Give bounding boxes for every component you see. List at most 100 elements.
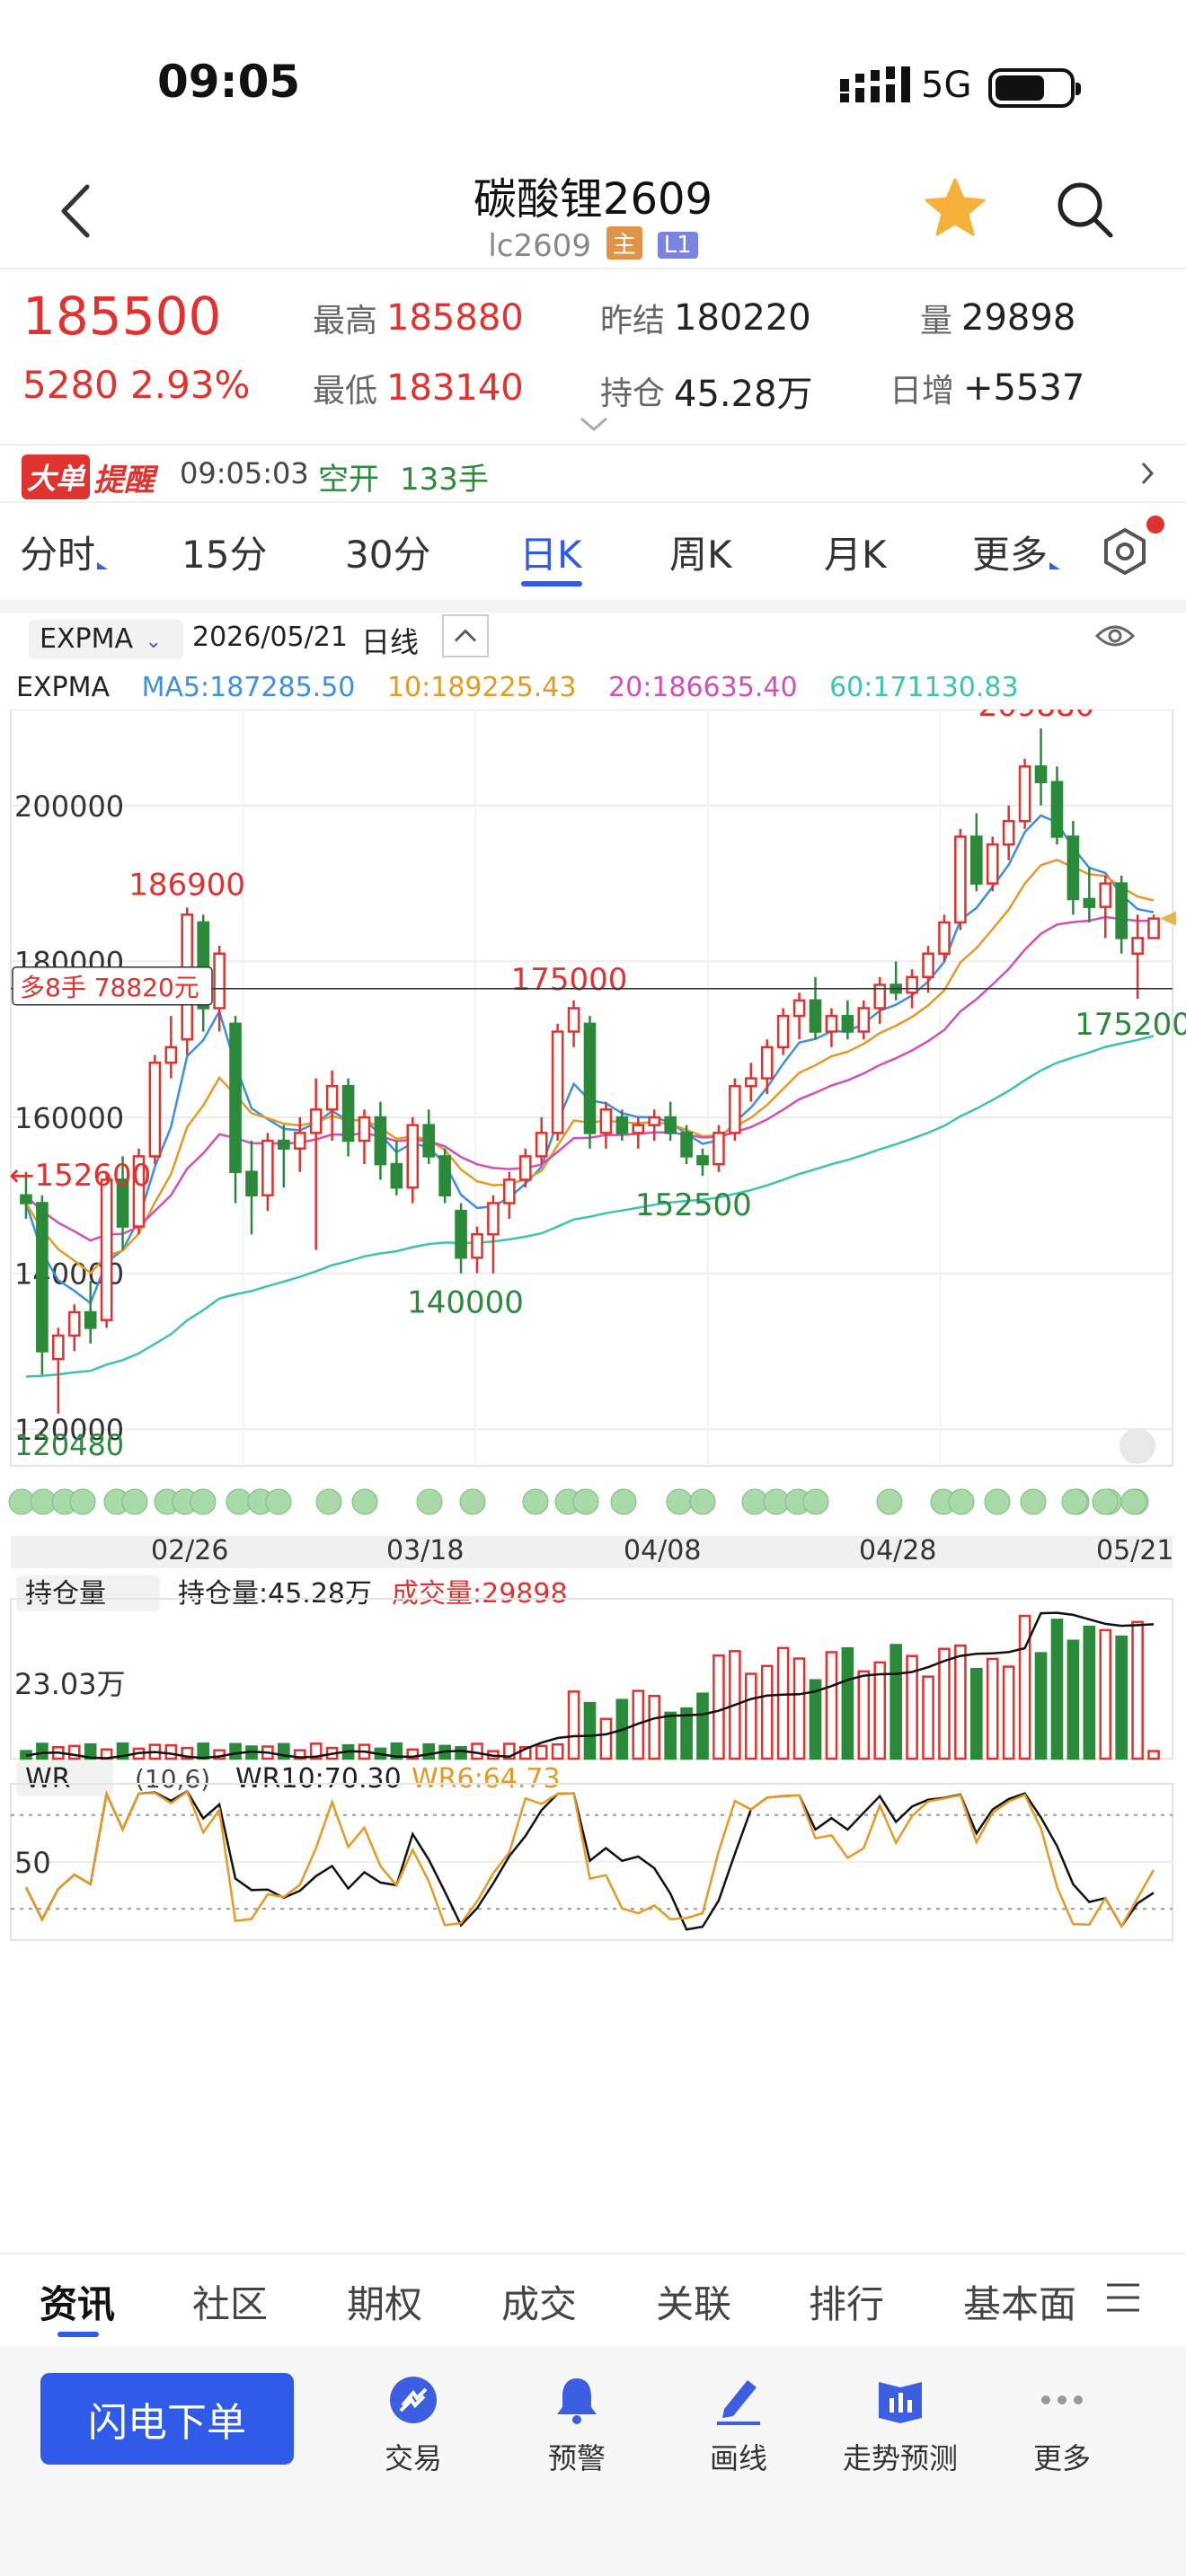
eye-icon[interactable] (1094, 620, 1136, 652)
open-interest-stat: 持仓 45.28万 (600, 374, 813, 415)
volume-bar (906, 1654, 918, 1760)
candle-body (325, 1085, 339, 1111)
ai-badge (1020, 1488, 1047, 1515)
last-price: 185500 (22, 286, 222, 347)
nav-draw[interactable]: 画线 (667, 2373, 810, 2477)
pen-icon (717, 2380, 760, 2425)
tab-30min[interactable]: 30分 (345, 533, 431, 577)
favorite-star-icon[interactable] (924, 176, 987, 239)
x-tick-label: 05/21 (1096, 1535, 1173, 1566)
chevron-right-icon[interactable] (1139, 460, 1157, 487)
nav-more[interactable]: 更多 (990, 2373, 1134, 2477)
big-order-badge[interactable]: 大单 (22, 454, 91, 499)
x-tick-label: 03/18 (386, 1535, 464, 1566)
candle-body (229, 1022, 242, 1174)
candle-body (1147, 917, 1160, 940)
open-interest-line (25, 1611, 1155, 1760)
volume-bar (406, 1748, 420, 1760)
annotation-bottom-low: 120480 (14, 1428, 124, 1462)
candle-body (503, 1178, 516, 1204)
candle-body (278, 1139, 290, 1150)
price-change-pct: 2.93% (130, 363, 251, 407)
candle-body (358, 1116, 371, 1142)
volume-bar (567, 1690, 580, 1760)
tab-monthly[interactable]: 月K (824, 533, 887, 577)
candle-body (84, 1310, 97, 1329)
tab-weekly[interactable]: 周K (669, 533, 732, 577)
page-title: 碳酸锂2609 (473, 174, 713, 225)
info-tab-trades[interactable]: 成交 (501, 2282, 578, 2326)
candle-body (680, 1132, 693, 1158)
collapse-button[interactable] (442, 614, 489, 657)
ai-badge (121, 1488, 148, 1515)
candle-body (825, 1014, 838, 1033)
candle-body (1050, 781, 1064, 838)
nav-alert[interactable]: 预警 (505, 2373, 649, 2477)
level1-badge: L1 (657, 232, 698, 259)
candle-body (809, 999, 822, 1033)
oi-change-stat: 日增 +5537 (890, 367, 1085, 410)
volume-bar (809, 1679, 822, 1760)
candle-body (970, 835, 983, 885)
candle-body (100, 1178, 113, 1321)
oi-y-tick: 23.03万 (14, 1667, 126, 1701)
volume-value: 成交量:29898 (392, 1578, 568, 1610)
candle-body (341, 1085, 355, 1142)
info-tab-news[interactable]: 资讯 (40, 2282, 116, 2326)
search-icon[interactable] (1053, 178, 1116, 241)
settings-icon[interactable] (1100, 526, 1150, 577)
ai-badge (876, 1488, 903, 1515)
tab-more[interactable]: 更多 (972, 525, 1061, 579)
ma60-line (25, 1035, 1155, 1378)
back-arrow-icon[interactable] (49, 180, 103, 243)
ai-badge (315, 1488, 342, 1515)
divider (0, 268, 1186, 269)
nav-trade[interactable]: 交易 (341, 2373, 485, 2477)
volume-bar (583, 1701, 597, 1760)
ai-badge (984, 1488, 1011, 1515)
menu-icon[interactable] (1103, 2281, 1143, 2314)
volume-bar (1083, 1625, 1096, 1760)
candle-body (1099, 882, 1112, 908)
volume-bar (938, 1647, 951, 1760)
candle-body (664, 1116, 677, 1134)
info-tab-related[interactable]: 关联 (656, 2282, 732, 2326)
volume-bar (970, 1667, 983, 1760)
status-time: 09:05 (157, 56, 301, 108)
tab-daily[interactable]: 日K (519, 533, 582, 577)
ai-badge (948, 1488, 975, 1515)
flash-order-button[interactable]: 闪电下单 (40, 2373, 294, 2465)
tab-15min[interactable]: 15分 (181, 533, 268, 577)
candle-body (374, 1116, 387, 1166)
chart-date: 2026/05/21 (192, 622, 348, 653)
notification-dot (1146, 516, 1164, 534)
annotation-low2: 152500 (635, 1187, 752, 1223)
y-tick-label: 120000 (14, 1413, 124, 1447)
candle-body (438, 1155, 451, 1197)
tab-intraday[interactable]: 分时 (20, 525, 109, 579)
ai-badge (802, 1488, 829, 1515)
indicator-select[interactable]: EXPMA ⌄ (29, 620, 183, 659)
alert-badge[interactable]: 提醒 (93, 463, 155, 498)
kline-chart[interactable]: 2000001800001600001400001200002098801869… (0, 710, 1186, 2245)
volume-bar (1018, 1614, 1031, 1760)
ai-badge (572, 1488, 599, 1515)
position-tag-box (12, 966, 213, 1006)
volume-bar (535, 1744, 548, 1760)
candle-body (1083, 897, 1096, 908)
bell-icon (557, 2378, 597, 2424)
info-tab-community[interactable]: 社区 (192, 2282, 269, 2326)
expand-chevron-icon[interactable] (578, 415, 610, 433)
candle-body (922, 952, 934, 979)
x-tick-label: 04/08 (624, 1535, 701, 1566)
annotation-low-last: 175200 (1075, 1007, 1186, 1043)
info-tab-ranking[interactable]: 排行 (809, 2282, 885, 2326)
nav-forecast[interactable]: 走势预测 (828, 2373, 972, 2477)
x-tick-label: 02/26 (151, 1535, 228, 1566)
volume-stat: 量 29898 (920, 297, 1076, 340)
candle-body (471, 1232, 483, 1259)
contract-symbol: lc2609 (488, 228, 591, 264)
info-tab-fundamentals[interactable]: 基本面 (963, 2282, 1076, 2326)
candle-body (615, 1116, 629, 1134)
info-tab-options[interactable]: 期权 (347, 2282, 423, 2326)
